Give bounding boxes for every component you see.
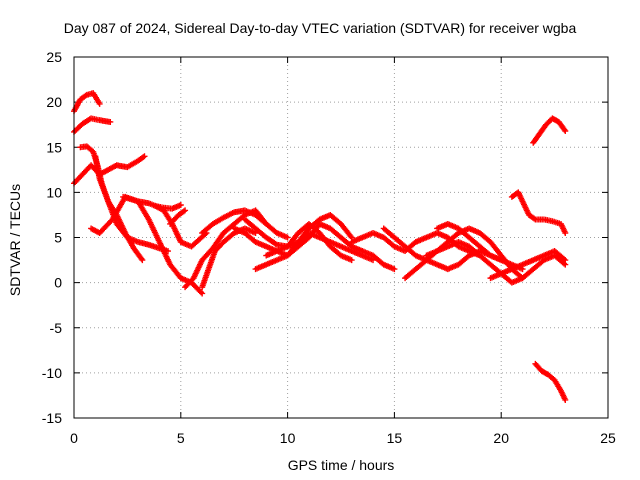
chart-title: Day 087 of 2024, Sidereal Day-to-day VTE…: [63, 20, 577, 36]
data-point-marker: [284, 234, 291, 241]
x-tick-label: 0: [70, 430, 78, 446]
x-axis-label: GPS time / hours: [287, 457, 395, 473]
data-point-marker: [197, 289, 204, 296]
series-trace25: [532, 360, 569, 403]
data-point-marker: [96, 100, 103, 107]
x-tick-label: 25: [600, 430, 616, 446]
x-tick-label: 20: [493, 430, 509, 446]
series-trace22: [487, 248, 569, 282]
x-tick-label: 5: [177, 430, 185, 446]
data-point-marker: [562, 229, 569, 236]
data-point-marker: [182, 207, 189, 214]
data-point-marker: [562, 257, 569, 264]
data-point-marker: [141, 153, 148, 160]
y-tick-label: -5: [50, 320, 63, 336]
series-trace2: [71, 115, 114, 135]
y-tick-label: 25: [46, 49, 62, 65]
data-point-marker: [139, 257, 146, 264]
x-tick-label: 15: [387, 430, 403, 446]
series-trace8: [152, 202, 184, 212]
x-tick-label: 10: [280, 430, 296, 446]
data-point-marker: [348, 257, 355, 264]
series-trace9: [167, 207, 189, 227]
data-point-marker: [107, 118, 114, 125]
data-point-marker: [531, 215, 538, 222]
y-tick-label: -10: [42, 365, 62, 381]
data-points: [71, 90, 569, 403]
series-trace1: [71, 90, 103, 115]
series-trace15: [252, 220, 398, 273]
y-tick-label: -15: [42, 410, 62, 426]
plot-frame: [73, 56, 609, 419]
y-tick-label: 10: [46, 184, 62, 200]
data-point-marker: [199, 290, 206, 297]
y-tick-label: 0: [54, 275, 62, 291]
series-trace4: [71, 153, 148, 187]
data-point-marker: [562, 396, 569, 403]
data-point-marker: [180, 208, 187, 215]
y-axis-label: SDTVAR / TECUs: [7, 183, 23, 297]
series-trace23: [508, 189, 569, 236]
series-trace24: [530, 115, 569, 146]
axis-ticks: 0 5 10 15 20 25 -15 -10 -5 0 5 10 15 20 25: [42, 49, 616, 446]
data-point-marker: [140, 154, 147, 161]
data-point-marker: [562, 128, 569, 135]
data-point-marker: [177, 202, 184, 209]
series-trace12: [199, 207, 291, 241]
series-trace5: [92, 153, 171, 255]
series-trace20: [423, 239, 569, 286]
series-trace16: [263, 220, 355, 264]
y-tick-label: 15: [46, 139, 62, 155]
y-tick-label: 5: [54, 230, 62, 246]
data-point-marker: [561, 126, 568, 133]
data-point-marker: [391, 266, 398, 273]
y-tick-label: 20: [46, 94, 62, 110]
